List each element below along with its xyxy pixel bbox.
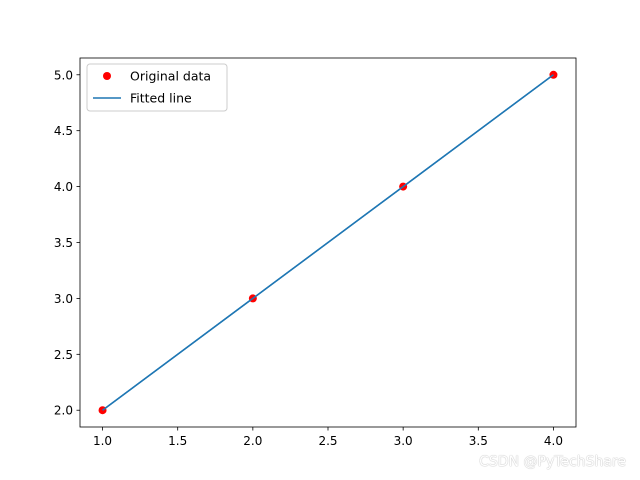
x-tick-label: 3.0 xyxy=(394,434,413,448)
legend: Original data Fitted line xyxy=(86,63,228,112)
x-tick-label: 1.5 xyxy=(168,434,187,448)
y-tick-label: 4.0 xyxy=(54,180,73,194)
x-tick-label: 1.0 xyxy=(93,434,112,448)
watermark-text: CSDN @PyTechShare xyxy=(479,454,626,470)
x-tick-label: 3.5 xyxy=(469,434,488,448)
axes: 1.0 1.5 2.0 2.5 3.0 3.5 4.0 2.0 2.5 3.0 3.5 4.0 4.5 5… xyxy=(54,57,577,448)
legend-box xyxy=(86,63,228,112)
x-tick-label: 4.0 xyxy=(544,434,563,448)
y-tick-label: 3.5 xyxy=(54,236,73,250)
x-tick-label: 2.5 xyxy=(318,434,337,448)
y-tick-label: 3.0 xyxy=(54,292,73,306)
y-tick-label: 2.0 xyxy=(54,404,73,418)
y-tick-label: 2.5 xyxy=(54,348,73,362)
y-tick-label: 4.5 xyxy=(54,124,73,138)
legend-label: Original data xyxy=(130,69,211,84)
legend-marker-original-data xyxy=(103,72,111,80)
legend-label: Fitted line xyxy=(130,91,192,106)
plot-area xyxy=(80,58,576,427)
y-tick-label: 5.0 xyxy=(54,68,73,82)
x-tick-label: 2.0 xyxy=(243,434,262,448)
series-line-fitted-overlay xyxy=(102,74,554,411)
